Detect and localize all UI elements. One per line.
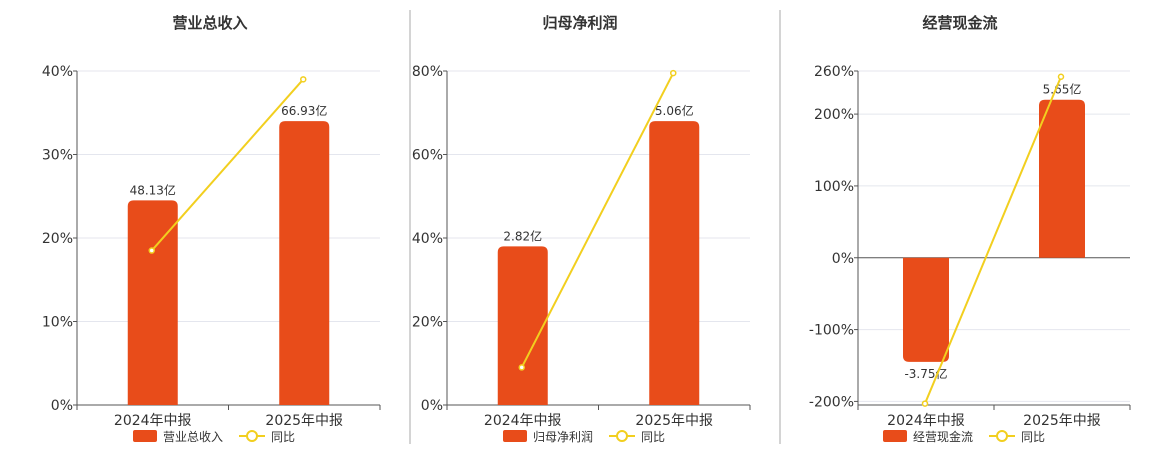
legend-swatch-marker [616, 430, 628, 442]
x-tick-label: 2025年中报 [635, 413, 713, 429]
line-point [518, 364, 525, 371]
legend: 营业总收入 同比 [133, 430, 295, 444]
line-series [924, 76, 1062, 404]
line-series [520, 72, 675, 368]
bar [649, 121, 700, 405]
legend-swatch-marker [996, 430, 1008, 442]
line-point [148, 247, 155, 254]
y-tick-label: 0% [421, 398, 443, 414]
legend-label: 同比 [271, 430, 295, 444]
x-tick-label: 2024年中报 [484, 413, 562, 429]
legend-swatch-bar [133, 430, 157, 442]
bar-value-label: 5.65亿 [1043, 82, 1082, 97]
y-tick-label: 20% [42, 231, 73, 247]
bar [127, 200, 178, 405]
y-tick-label: 200% [814, 107, 854, 123]
chart-title: 经营现金流 [922, 14, 997, 32]
legend-label: 归母净利润 [533, 430, 593, 444]
x-tick-label: 2025年中报 [1023, 413, 1101, 429]
y-tick-label: 20% [412, 315, 443, 331]
legend-swatch-marker [246, 430, 258, 442]
y-tick-label: 10% [42, 315, 73, 331]
x-tick-label: 2024年中报 [887, 413, 965, 429]
chart-title: 归母净利润 [542, 14, 617, 32]
y-tick-label: 30% [42, 148, 73, 164]
chart-cash-flow: 经营现金流 -200% -100% 0% 100% 200% 260% 2024年中报 2025… [809, 14, 1131, 444]
legend-label: 经营现金流 [913, 429, 973, 444]
y-tick-label: 40% [42, 64, 73, 80]
bar [1039, 99, 1085, 258]
chart-title: 营业总收入 [172, 14, 247, 32]
bar [497, 246, 548, 405]
bar-value-label: 2.82亿 [503, 228, 542, 243]
y-tick-label: 80% [412, 64, 443, 80]
legend-label: 同比 [641, 430, 665, 444]
line-point [1057, 73, 1065, 80]
line-point [921, 400, 929, 407]
y-tick-label: -200% [809, 394, 854, 410]
legend-swatch-bar [503, 430, 527, 442]
x-tick-label: 2024年中报 [114, 413, 192, 429]
chart-revenue: 营业总收入 0% 10% 20% 30% 40% 2024年中报 2025年中报 48.13亿 6… [42, 14, 381, 444]
y-tick-label: 40% [412, 231, 443, 247]
chart-net-profit: 归母净利润 0% 20% 40% 60% 80% 2024年中报 2025年中报 2.82亿 5.… [412, 14, 751, 444]
y-tick-label: 0% [51, 398, 73, 414]
x-tick-label: 2025年中报 [265, 413, 343, 429]
bar [279, 121, 330, 405]
legend-label: 同比 [1021, 430, 1045, 444]
bar-value-label: 66.93亿 [281, 103, 327, 118]
bar-value-label: 5.06亿 [655, 103, 694, 118]
bar-value-label: 48.13亿 [130, 182, 176, 197]
line-point [670, 69, 677, 77]
legend-swatch-bar [883, 430, 907, 442]
bar [903, 257, 949, 362]
line-series [151, 78, 304, 252]
legend: 归母净利润 同比 [503, 430, 665, 444]
bar-value-label: -3.75亿 [904, 366, 947, 381]
y-tick-label: -100% [809, 323, 854, 339]
y-tick-label: 100% [814, 179, 854, 195]
y-tick-label: 0% [832, 251, 854, 267]
legend-label: 营业总收入 [163, 430, 223, 444]
line-point [300, 76, 307, 83]
y-tick-label: 260% [814, 64, 854, 80]
legend: 经营现金流 同比 [883, 429, 1045, 444]
y-tick-label: 60% [412, 148, 443, 164]
